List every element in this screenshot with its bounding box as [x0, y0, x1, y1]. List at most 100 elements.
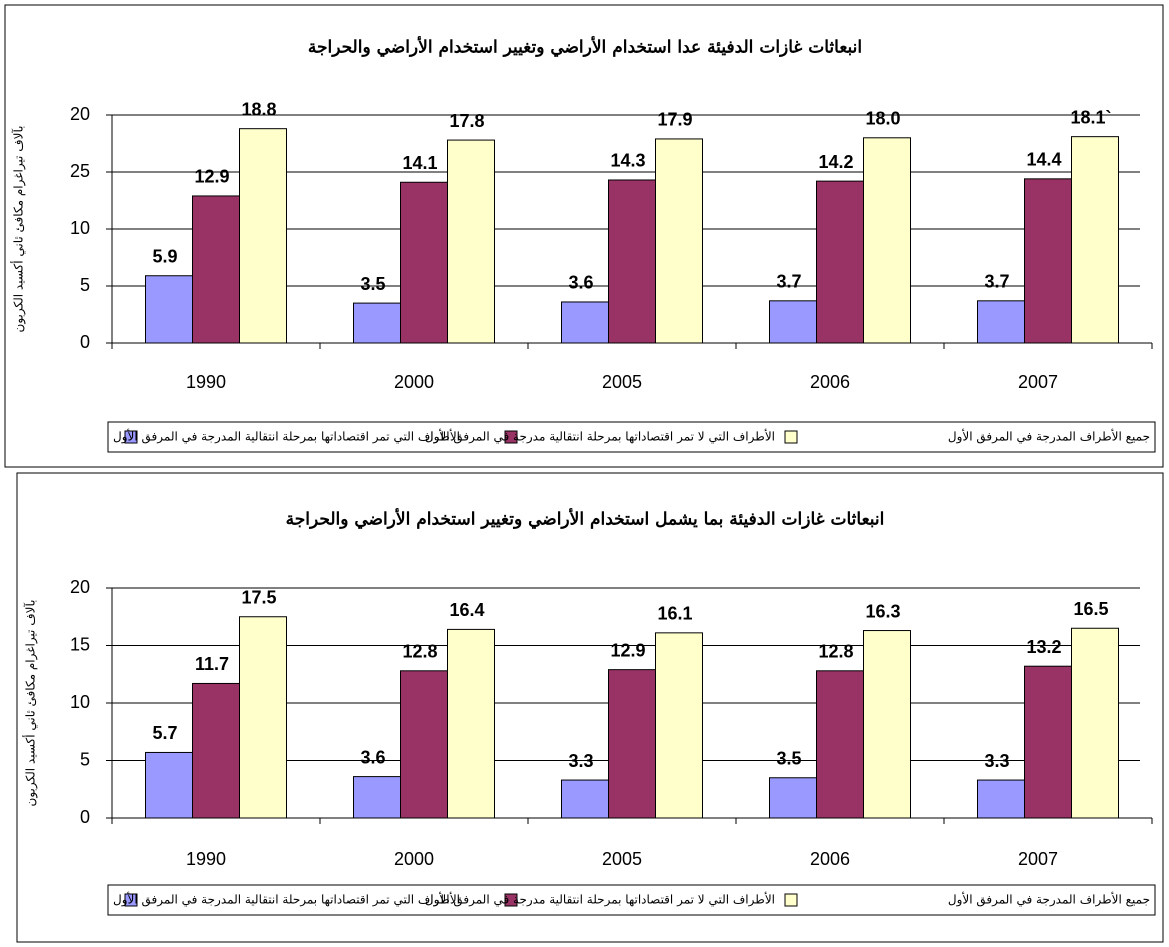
- bar: [145, 275, 193, 344]
- y-tick-label: 5: [80, 749, 90, 769]
- data-label: 3.5: [360, 274, 385, 294]
- legend-label: جميع الأطراف المدرجة في المرفق الأول: [948, 892, 1150, 907]
- bar: [608, 179, 656, 344]
- legend-box: [107, 421, 1156, 453]
- data-label: 3.3: [984, 751, 1009, 771]
- x-tick-label: 2006: [810, 849, 850, 869]
- y-tick-label: 0: [80, 807, 90, 827]
- data-label: 12.9: [194, 167, 229, 187]
- x-tick-label: 2007: [1018, 849, 1058, 869]
- legend-label: الأطراف التي لا تمر اقتصاداتها بمرحلة ان…: [425, 892, 775, 907]
- legend-swatch: [784, 430, 798, 444]
- bar: [145, 751, 193, 819]
- data-label: 3.7: [776, 272, 801, 292]
- data-label: 18.0: [865, 109, 900, 129]
- legend-label: جميع الأطراف المدرجة في المرفق الأول: [948, 429, 1150, 444]
- legend-label: الأطراف التي تمر اقتصاداتها بمرحلة انتقا…: [113, 429, 460, 444]
- data-label: 14.3: [610, 151, 645, 171]
- data-label: 16.1: [657, 604, 692, 624]
- data-label: 18.8: [241, 99, 276, 119]
- bar: [977, 300, 1025, 344]
- data-label: 3.5: [776, 749, 801, 769]
- y-tick-label: 5: [80, 275, 90, 295]
- legend-label: الأطراف التي لا تمر اقتصاداتها بمرحلة ان…: [425, 429, 775, 444]
- legend-swatch: [124, 893, 138, 907]
- bar: [1024, 665, 1072, 819]
- bar: [353, 302, 401, 344]
- x-tick-label: 2000: [394, 849, 434, 869]
- bar: [561, 779, 609, 819]
- bar: [1071, 136, 1119, 344]
- bar: [1071, 627, 1119, 819]
- legend-swatch: [504, 893, 518, 907]
- y-axis-label: بآلاف تيراغرام مكافئ ثاني أكسيد الكربون: [11, 126, 26, 333]
- data-label: 11.7: [195, 654, 229, 674]
- y-axis-label: بآلاف تيراغرام مكافئ ثاني أكسيد الكربون: [23, 600, 38, 807]
- data-label: 16.4: [449, 600, 484, 620]
- data-label: 3.3: [568, 751, 593, 771]
- bar: [977, 779, 1025, 819]
- data-label: 16.5: [1073, 599, 1108, 619]
- bar: [561, 301, 609, 344]
- bar: [353, 776, 401, 819]
- chart-title: انبعاثات غازات الدفيئة عدا استخدام الأرا…: [308, 36, 862, 58]
- data-label: 14.2: [818, 152, 853, 172]
- y-tick-label: 0: [80, 332, 90, 352]
- y-tick-label: 10: [70, 692, 90, 712]
- bar: [608, 669, 656, 819]
- bar: [655, 632, 703, 819]
- bar: [400, 181, 448, 344]
- legend-label: الأطراف التي تمر اقتصاداتها بمرحلة انتقا…: [113, 892, 460, 907]
- x-tick-label: 2007: [1018, 372, 1058, 392]
- legend-swatch: [504, 430, 518, 444]
- bar: [769, 300, 817, 344]
- legend-swatch: [124, 430, 138, 444]
- data-label: 5.9: [152, 246, 177, 266]
- bar: [863, 137, 911, 344]
- data-label: 12.8: [402, 642, 437, 662]
- bar: [816, 180, 864, 344]
- x-tick-label: 2005: [602, 372, 642, 392]
- bar: [192, 682, 240, 819]
- data-label: 5.7: [152, 723, 177, 743]
- data-label: 18.1`: [1070, 107, 1111, 127]
- y-tick-label: 10: [70, 218, 90, 238]
- bar: [816, 670, 864, 819]
- x-tick-label: 1990: [186, 372, 226, 392]
- data-label: 17.9: [657, 110, 692, 130]
- data-label: 12.8: [818, 642, 853, 662]
- bar: [239, 616, 287, 819]
- bar: [769, 777, 817, 819]
- bar: [447, 139, 495, 344]
- data-label: 14.4: [1026, 150, 1061, 170]
- y-tick-label: 20: [70, 577, 90, 597]
- chart-frame: [4, 4, 1164, 468]
- bar: [447, 628, 495, 819]
- bar: [1024, 178, 1072, 344]
- data-label: 14.1: [402, 153, 437, 173]
- chart-title: انبعاثات غازات الدفيئة بما يشمل استخدام …: [286, 508, 885, 530]
- legend-swatch: [784, 893, 798, 907]
- data-label: 17.8: [449, 111, 484, 131]
- x-tick-label: 1990: [186, 849, 226, 869]
- data-label: 3.6: [568, 273, 593, 293]
- data-label: 3.7: [984, 272, 1009, 292]
- data-label: 3.6: [360, 747, 385, 767]
- bar: [192, 195, 240, 344]
- data-label: 16.3: [865, 601, 900, 621]
- x-tick-label: 2006: [810, 372, 850, 392]
- legend-box: [107, 884, 1156, 916]
- data-label: 17.5: [241, 588, 276, 608]
- y-tick-label: 20: [70, 104, 90, 124]
- x-tick-label: 2005: [602, 849, 642, 869]
- data-label: 13.2: [1026, 637, 1061, 657]
- bar: [400, 670, 448, 819]
- bar: [863, 630, 911, 819]
- y-tick-label: 15: [70, 634, 90, 654]
- data-label: 12.9: [610, 640, 645, 660]
- chart-frame: [16, 472, 1164, 943]
- y-tick-label: 25: [70, 161, 90, 181]
- bar: [239, 128, 287, 344]
- bar: [655, 138, 703, 344]
